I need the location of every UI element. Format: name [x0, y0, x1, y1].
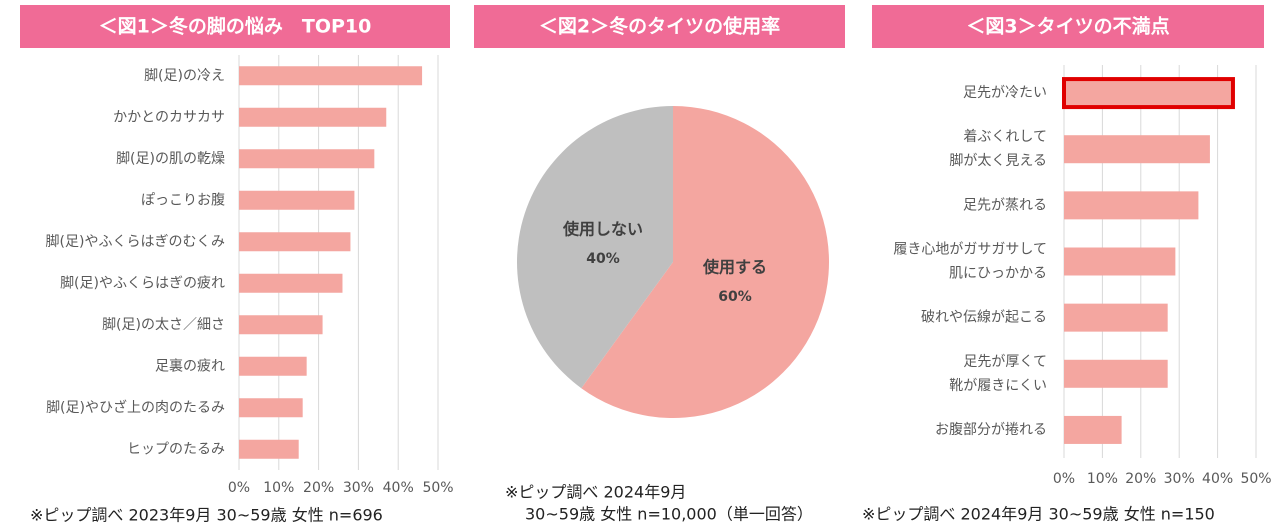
- bar: [239, 107, 387, 127]
- x-tick-label: 50%: [422, 480, 453, 496]
- x-tick-label: 50%: [1240, 471, 1271, 487]
- y-tick-label: 足先が厚くて靴が履きにくい: [949, 354, 1047, 394]
- slice-label: 使用しない: [562, 220, 643, 239]
- y-tick-label: 脚(足)やひざ上の肉のたるみ: [46, 399, 225, 416]
- bar: [1064, 135, 1210, 164]
- bar: [239, 398, 303, 418]
- pie-slice: [581, 106, 829, 418]
- y-tick-label: ぽっこりお腹: [141, 191, 225, 208]
- label-line: 脚(足)の冷え: [144, 68, 225, 84]
- chart-title: ＜図3＞タイツの不満点: [966, 16, 1169, 38]
- label-line: 足先が冷たい: [963, 85, 1047, 101]
- label-line: 履き心地がガサガサして: [893, 242, 1047, 258]
- label-line: 足先が厚くて: [963, 354, 1047, 370]
- y-tick-label: 足先が蒸れる: [963, 197, 1047, 213]
- chart-title: ＜図1＞冬の脚の悩み TOP10: [99, 15, 372, 38]
- slice-value: 40%: [586, 251, 620, 267]
- source-note: ※ピップ調べ 2024年9月 30~59歳 女性 n=150: [862, 505, 1215, 524]
- label-line: 靴が履きにくい: [949, 378, 1047, 394]
- bar: [1064, 303, 1168, 332]
- bar: [1064, 79, 1233, 108]
- label-line: 足先が蒸れる: [963, 197, 1047, 213]
- x-tick-label: 10%: [263, 480, 294, 496]
- label-line: かかとのカサカサ: [113, 109, 225, 125]
- bar: [1064, 359, 1168, 388]
- slice-value: 60%: [718, 289, 752, 305]
- y-tick-label: 脚(足)の太さ／細さ: [102, 317, 225, 333]
- chart-title: ＜図2＞冬のタイツの使用率: [539, 15, 780, 38]
- title-banner: [20, 5, 450, 48]
- label-line: 着ぶくれして: [963, 129, 1047, 145]
- x-tick-label: 40%: [1202, 471, 1233, 487]
- bar: [239, 439, 299, 459]
- bar: [239, 356, 307, 376]
- bar: [1064, 247, 1176, 276]
- source-note: 30~59歳 女性 n=10,000（単一回答）: [525, 505, 813, 524]
- pie-slice: [516, 106, 673, 389]
- source-note: ※ピップ調べ 2024年9月: [505, 483, 686, 502]
- x-tick-label: 0%: [1053, 471, 1075, 487]
- title-banner: [872, 5, 1264, 48]
- label-line: 脚が太く見える: [949, 153, 1047, 169]
- slice-label: 使用する: [702, 258, 767, 277]
- label-line: 脚(足)やふくらはぎのむくみ: [46, 234, 225, 250]
- x-tick-label: 40%: [383, 480, 414, 496]
- label-line: 脚(足)の太さ／細さ: [102, 317, 225, 333]
- y-tick-label: 脚(足)の肌の乾燥: [116, 151, 225, 167]
- bar: [1064, 415, 1122, 444]
- x-tick-label: 20%: [1125, 471, 1156, 487]
- y-tick-label: 着ぶくれして脚が太く見える: [949, 129, 1047, 169]
- label-line: 脚(足)やひざ上の肉のたるみ: [46, 399, 225, 416]
- bar: [1064, 191, 1199, 220]
- bar: [239, 149, 375, 169]
- y-tick-label: 脚(足)やふくらはぎの疲れ: [60, 274, 225, 291]
- y-tick-label: 足先が冷たい: [963, 85, 1047, 101]
- bar: [239, 273, 343, 293]
- y-tick-label: 履き心地がガサガサして肌にひっかかる: [893, 242, 1047, 282]
- bar: [239, 190, 355, 210]
- x-tick-label: 30%: [1164, 471, 1195, 487]
- label-line: 脚(足)やふくらはぎの疲れ: [60, 274, 225, 291]
- x-tick-label: 0%: [228, 480, 250, 496]
- label-line: 肌にひっかかる: [949, 266, 1047, 282]
- y-tick-label: かかとのカサカサ: [113, 109, 225, 125]
- x-tick-label: 20%: [303, 480, 334, 496]
- bar: [239, 232, 351, 252]
- label-line: ヒップのたるみ: [127, 441, 225, 457]
- x-tick-label: 30%: [343, 480, 374, 496]
- bar: [239, 66, 423, 86]
- label-line: 足裏の疲れ: [155, 357, 225, 374]
- title-banner: [474, 5, 845, 48]
- y-tick-label: ヒップのたるみ: [127, 441, 225, 457]
- source-note: ※ピップ調べ 2023年9月 30~59歳 女性 n=696: [30, 506, 383, 525]
- y-tick-label: 破れや伝線が起こる: [921, 310, 1047, 326]
- label-line: お腹部分が捲れる: [935, 421, 1047, 438]
- bar: [239, 315, 323, 335]
- label-line: 脚(足)の肌の乾燥: [116, 151, 225, 167]
- y-tick-label: お腹部分が捲れる: [935, 421, 1047, 438]
- label-line: ぽっこりお腹: [141, 191, 225, 208]
- highlight-box: [1062, 77, 1235, 110]
- y-tick-label: 脚(足)やふくらはぎのむくみ: [46, 234, 225, 250]
- x-tick-label: 10%: [1087, 471, 1118, 487]
- label-line: 破れや伝線が起こる: [921, 310, 1047, 326]
- y-tick-label: 脚(足)の冷え: [144, 68, 225, 84]
- y-tick-label: 足裏の疲れ: [155, 357, 225, 374]
